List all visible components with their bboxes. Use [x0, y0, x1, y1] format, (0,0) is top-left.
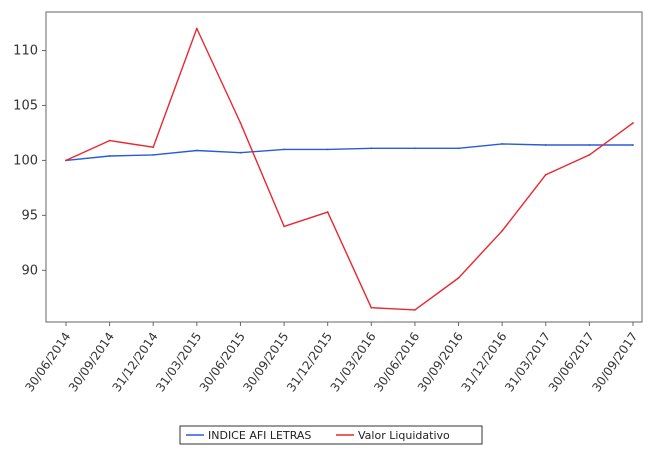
series-1-point	[108, 155, 111, 157]
series-1-point	[239, 151, 242, 154]
series-1-point	[152, 154, 155, 156]
x-tick-label: 31/03/2015	[153, 330, 204, 395]
series-2-point	[501, 229, 504, 232]
plot-area: 909510010511030/06/201430/09/201431/12/2…	[13, 11, 643, 395]
series-2-point	[65, 159, 67, 162]
series-1-point	[501, 143, 504, 145]
y-tick-label: 95	[21, 208, 38, 223]
series-2-point	[239, 122, 242, 124]
series-1-point	[283, 148, 285, 151]
x-tick-label: 31/12/2015	[284, 330, 335, 395]
series-1-point	[544, 144, 547, 146]
series-2-point	[108, 139, 111, 142]
series-1-point	[326, 148, 329, 151]
x-tick-label: 31/12/2014	[110, 330, 161, 395]
legend-box	[179, 425, 483, 445]
x-tick-label: 30/06/2017	[546, 330, 597, 395]
x-tick-label: 30/09/2016	[415, 330, 466, 395]
x-tick-label: 31/03/2016	[328, 330, 379, 395]
series-2-point	[370, 306, 373, 309]
x-tick-label: 31/12/2016	[458, 330, 509, 395]
y-tick-label: 90	[21, 263, 38, 278]
series-line-1	[65, 143, 633, 162]
series-2-point	[544, 173, 547, 176]
series-2-point	[326, 211, 329, 213]
series-2-point	[588, 154, 591, 156]
series-2-point	[195, 27, 198, 30]
x-tick-label: 30/06/2015	[197, 330, 248, 395]
series-2-point	[632, 122, 634, 124]
x-tick-label: 30/06/2014	[22, 330, 73, 395]
y-tick-label: 110	[13, 43, 38, 58]
y-tick-label: 100	[13, 153, 38, 168]
series-1-point	[370, 147, 373, 150]
series-1-point	[414, 147, 416, 150]
legend-label-1: INDICE AFI LETRAS	[208, 429, 311, 442]
series-2-point	[457, 277, 460, 279]
series-1-point	[195, 149, 198, 152]
y-tick-label: 105	[13, 98, 38, 113]
series-2-point	[152, 146, 155, 149]
plot-border	[45, 11, 643, 323]
legend: INDICE AFI LETRAS Valor Liquidativo	[179, 425, 483, 445]
x-tick-label: 30/09/2017	[589, 330, 640, 395]
legend-label-2: Valor Liquidativo	[358, 429, 450, 442]
series-2-point	[283, 225, 285, 228]
x-tick-label: 30/09/2014	[66, 330, 117, 395]
series-line-2	[65, 27, 634, 311]
series-1-point	[632, 144, 634, 146]
series-1-point	[457, 147, 460, 150]
x-tick-label: 30/06/2016	[371, 330, 422, 395]
x-tick-label: 31/03/2017	[502, 330, 553, 395]
x-tick-label: 30/09/2015	[240, 330, 291, 395]
series-2-point	[414, 309, 416, 311]
series-1-point	[588, 144, 591, 146]
